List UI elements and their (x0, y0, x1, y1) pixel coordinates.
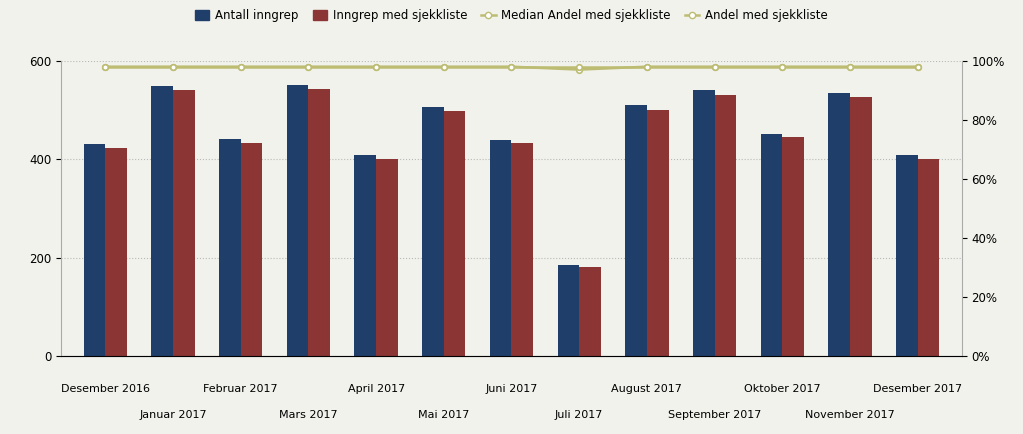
Bar (219, 139, 240, 356)
Bar (896, 155, 918, 356)
Bar (151, 86, 173, 356)
Bar (693, 90, 714, 356)
Bar (105, 148, 127, 356)
Bar (829, 93, 850, 356)
Text: Juli 2017: Juli 2017 (555, 410, 604, 420)
Legend: Antall inngrep, Inngrep med sjekkliste, Median Andel med sjekkliste, Andel med s: Antall inngrep, Inngrep med sjekkliste, … (191, 6, 832, 26)
Text: Desember 2017: Desember 2017 (873, 384, 963, 394)
Text: August 2017: August 2017 (612, 384, 682, 394)
Text: Oktober 2017: Oktober 2017 (744, 384, 820, 394)
Bar (850, 97, 872, 356)
Text: Juni 2017: Juni 2017 (485, 384, 538, 394)
Text: Mars 2017: Mars 2017 (279, 410, 338, 420)
Bar (558, 265, 579, 356)
Text: September 2017: September 2017 (668, 410, 761, 420)
Text: Januar 2017: Januar 2017 (139, 410, 207, 420)
Bar (512, 143, 533, 356)
Bar (422, 108, 444, 356)
Bar (84, 145, 105, 356)
Bar (490, 141, 512, 356)
Bar (760, 134, 783, 356)
Bar (714, 95, 737, 356)
Bar (918, 159, 939, 356)
Bar (444, 112, 465, 356)
Bar (354, 155, 376, 356)
Text: Mai 2017: Mai 2017 (418, 410, 470, 420)
Bar (783, 137, 804, 356)
Bar (625, 105, 647, 356)
Bar (309, 89, 330, 356)
Bar (647, 110, 669, 356)
Text: November 2017: November 2017 (805, 410, 895, 420)
Bar (240, 143, 263, 356)
Bar (579, 267, 601, 356)
Bar (376, 159, 398, 356)
Bar (286, 85, 309, 356)
Bar (173, 90, 194, 356)
Text: Desember 2016: Desember 2016 (61, 384, 150, 394)
Text: Februar 2017: Februar 2017 (204, 384, 278, 394)
Text: April 2017: April 2017 (348, 384, 405, 394)
